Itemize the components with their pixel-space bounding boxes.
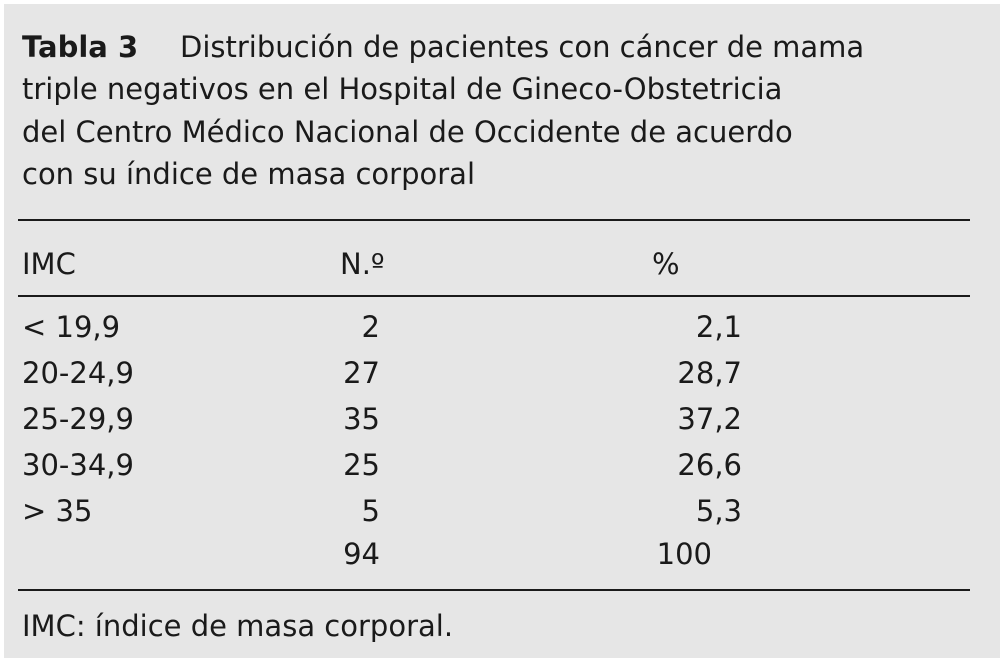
table-cell: 5,3 xyxy=(695,494,742,528)
rule xyxy=(18,219,970,221)
caption-line: Distribución de pacientes con cáncer de … xyxy=(180,30,865,64)
caption-line: con su índice de masa corporal xyxy=(22,157,475,191)
total-n: 94 xyxy=(343,537,380,571)
table-cell: 27 xyxy=(343,356,380,390)
table-cell: < 19,9 xyxy=(22,310,121,344)
table-cell: 25 xyxy=(343,448,380,482)
rule xyxy=(18,295,970,297)
table-cell: 2,1 xyxy=(695,310,742,344)
footnote: IMC: índice de masa corporal. xyxy=(22,609,454,643)
table-panel xyxy=(4,4,1000,658)
table-label: Tabla 3 xyxy=(22,30,139,64)
table-cell: 26,6 xyxy=(677,448,742,482)
caption-line: del Centro Médico Nacional de Occidente … xyxy=(22,115,793,149)
total-pct: 100 xyxy=(656,537,712,571)
caption-line: triple negativos en el Hospital de Ginec… xyxy=(22,72,783,106)
table-cell: 28,7 xyxy=(677,356,742,390)
table-cell: 5 xyxy=(361,494,380,528)
rule xyxy=(18,589,970,591)
table-cell: > 35 xyxy=(22,494,93,528)
table-cell: 25-29,9 xyxy=(22,402,134,436)
table-cell: 37,2 xyxy=(677,402,742,436)
header-cell: N.º xyxy=(340,247,385,281)
table-cell: 20-24,9 xyxy=(22,356,134,390)
table-cell: 35 xyxy=(343,402,380,436)
header-cell: % xyxy=(652,247,680,281)
table-cell: 30-34,9 xyxy=(22,448,134,482)
header-cell: IMC xyxy=(22,247,76,281)
table-cell: 2 xyxy=(361,310,380,344)
